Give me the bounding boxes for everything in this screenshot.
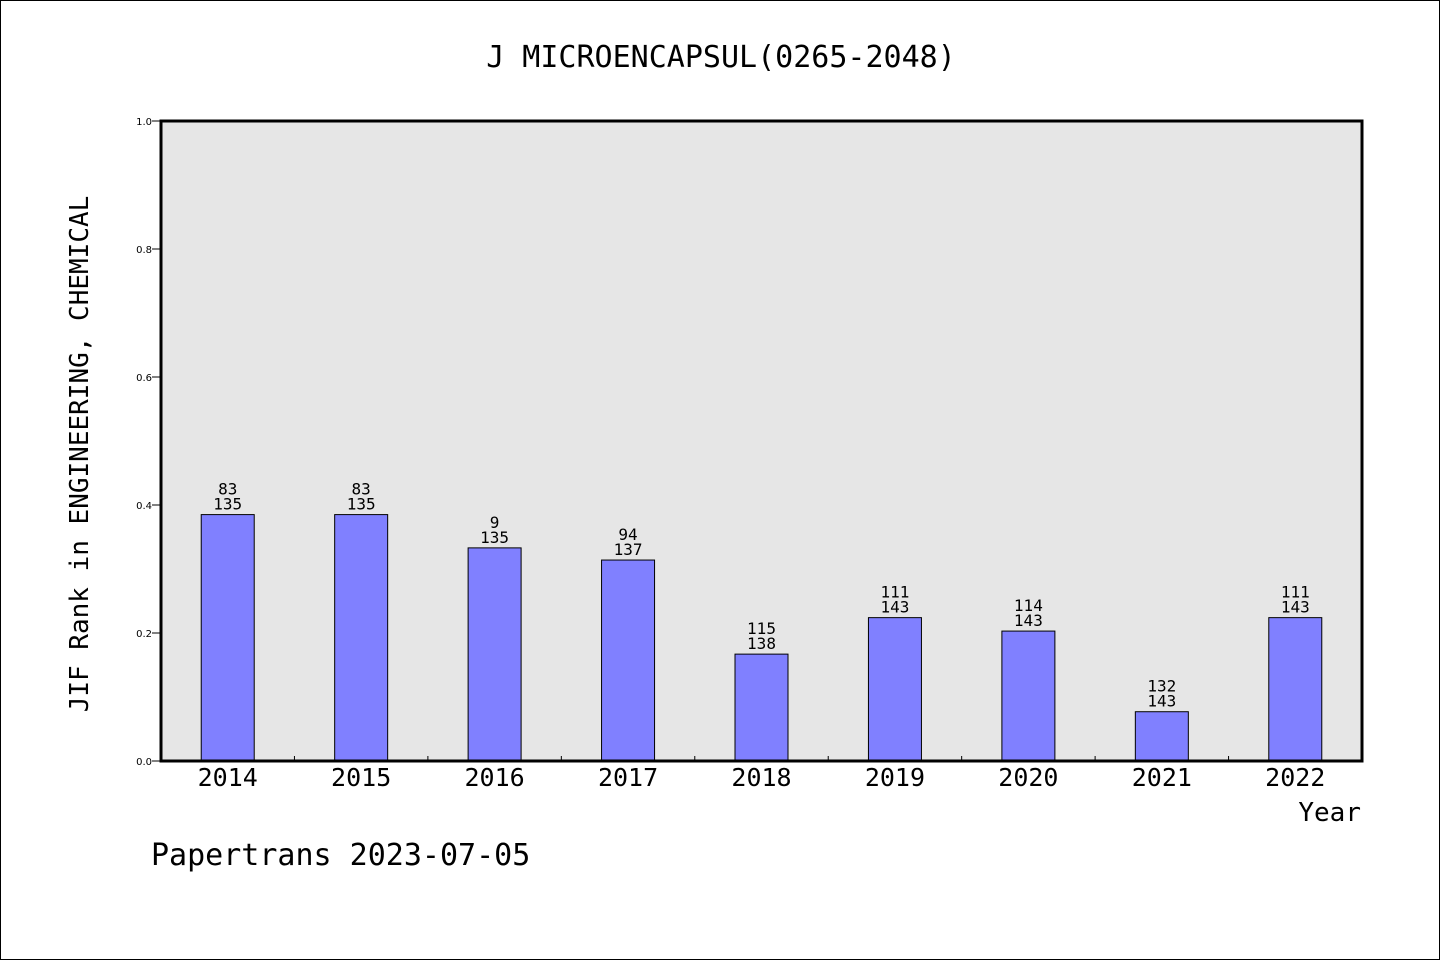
bar-2014 bbox=[200, 514, 255, 762]
bar-total-label: 138 bbox=[747, 634, 776, 653]
x-tick-label: 2019 bbox=[865, 763, 925, 792]
bar-rank-label: 9 bbox=[490, 513, 500, 532]
x-tick-label: 2017 bbox=[598, 763, 658, 792]
plot-border bbox=[159, 119, 1364, 763]
bar-total-label: 135 bbox=[213, 495, 242, 514]
bar-total-label: 135 bbox=[347, 495, 376, 514]
bar-2022 bbox=[1268, 617, 1323, 762]
footer-watermark: Papertrans 2023-07-05 bbox=[151, 838, 530, 873]
bar-2018 bbox=[734, 653, 789, 762]
x-tick-label: 2018 bbox=[731, 763, 791, 792]
y-tick-label: 1.0 bbox=[136, 117, 152, 128]
bar-total-label: 143 bbox=[880, 598, 909, 617]
y-tick-label: 0.0 bbox=[136, 757, 152, 768]
x-tick-label: 2022 bbox=[1265, 763, 1325, 792]
x-tick-label: 2020 bbox=[998, 763, 1058, 792]
bar-total-label: 135 bbox=[480, 528, 509, 547]
bar-total-label: 143 bbox=[1147, 692, 1176, 711]
bar-2020 bbox=[1001, 630, 1056, 762]
bar-rank-label: 111 bbox=[880, 583, 909, 602]
y-axis: 0.0 0.2 0.4 0.6 0.8 1.0 bbox=[136, 117, 161, 768]
bar-rank-label: 83 bbox=[218, 480, 237, 499]
chart-title: J MICROENCAPSUL(0265-2048) bbox=[486, 40, 956, 75]
bar-total-label: 137 bbox=[614, 540, 643, 559]
x-axis-label: Year bbox=[1298, 798, 1361, 828]
bar-2019 bbox=[867, 617, 922, 762]
x-tick-label: 2015 bbox=[331, 763, 391, 792]
x-tick-label: 2016 bbox=[465, 763, 525, 792]
bar-rank-label: 115 bbox=[747, 619, 776, 638]
x-tick-label: 2021 bbox=[1132, 763, 1192, 792]
y-tick-label: 0.8 bbox=[136, 245, 152, 256]
x-axis: 2014 2015 2016 2017 2018 2019 2020 2021 2022 bbox=[198, 756, 1325, 792]
bar-total-label: 143 bbox=[1014, 611, 1043, 630]
y-tick-label: 0.4 bbox=[136, 501, 152, 512]
bar-2017 bbox=[601, 559, 656, 762]
y-axis-label: JIF Rank in ENGINEERING, CHEMICAL bbox=[65, 196, 95, 713]
y-tick-label: 0.2 bbox=[136, 629, 152, 640]
x-tick-label: 2014 bbox=[198, 763, 258, 792]
bar-rank-label: 94 bbox=[618, 525, 637, 544]
bar-rank-label: 111 bbox=[1281, 583, 1310, 602]
bar-2015 bbox=[334, 514, 389, 762]
y-tick-label: 0.6 bbox=[136, 373, 152, 384]
bar-2021 bbox=[1134, 711, 1189, 762]
bar-rank-label: 132 bbox=[1147, 677, 1176, 696]
bar-rank-label: 114 bbox=[1014, 596, 1043, 615]
bar-2016 bbox=[467, 547, 522, 762]
bar-rank-label: 83 bbox=[352, 480, 371, 499]
bar-total-label: 143 bbox=[1281, 598, 1310, 617]
